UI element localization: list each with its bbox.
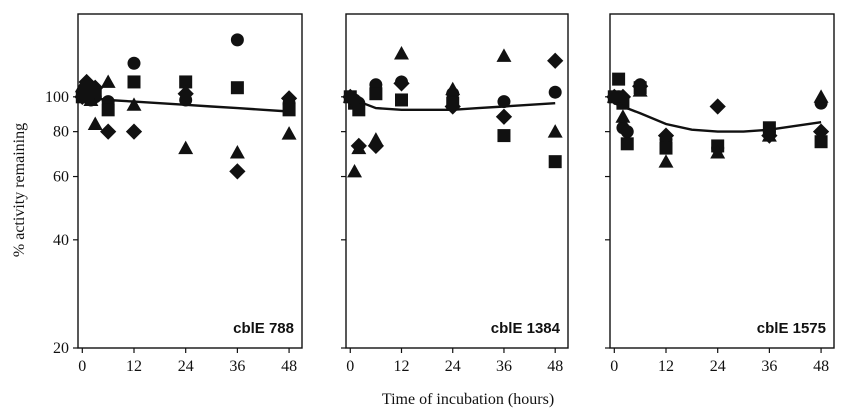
panel-label: cblE 1575 (757, 320, 826, 337)
square-point (101, 103, 115, 117)
triangle-point (126, 97, 142, 111)
x-tick-label: 12 (394, 358, 410, 375)
panel-label: cblE 1384 (491, 320, 561, 337)
triangle-point (178, 140, 194, 155)
x-tick-label: 48 (281, 358, 297, 375)
triangle-point (347, 163, 363, 178)
panel-frame (77, 13, 303, 349)
x-axis-title: Time of incubation (hours) (382, 391, 554, 408)
square-point (548, 155, 562, 169)
x-tick-label: 48 (547, 358, 563, 375)
diamond-point (125, 123, 143, 140)
square-point (497, 129, 511, 143)
square-point (179, 75, 193, 89)
x-tick-label: 36 (761, 358, 777, 375)
x-tick-label: 12 (658, 358, 674, 375)
triangle-point (615, 109, 631, 123)
diamond-point (547, 52, 564, 69)
y-tick-label: 40 (53, 232, 69, 249)
panel-2: 0 12 24 36 48 cblE 1384 (341, 13, 569, 375)
diamond-point (393, 75, 410, 92)
y-tick-label: 100 (45, 89, 69, 106)
triangle-point (710, 145, 726, 159)
x-tick-label: 0 (346, 358, 354, 375)
x-tick-label: 24 (710, 358, 726, 375)
diamond-point (495, 108, 513, 125)
y-tick-label: 60 (53, 169, 69, 186)
diamond-point (614, 88, 632, 105)
x-tick-label: 0 (78, 358, 86, 375)
y-tick-label: 20 (53, 340, 69, 357)
diamond-point (657, 127, 675, 144)
x-tick-label: 36 (496, 358, 512, 375)
triangle-point (394, 46, 409, 60)
diamond-point (346, 91, 363, 109)
triangle-point (87, 116, 103, 131)
y-tick-label: 80 (53, 124, 69, 141)
diamond-point (709, 98, 726, 115)
y-axis-title: % activity remaining (11, 123, 28, 257)
x-tick-label: 48 (813, 358, 829, 375)
x-tick-label: 36 (229, 358, 245, 375)
diamond-point (229, 163, 246, 180)
diamond-point (444, 98, 461, 115)
panel-frame (609, 13, 835, 349)
triangle-point (100, 74, 116, 88)
diamond-point (632, 78, 649, 95)
triangle-point (445, 81, 461, 96)
triangle-point (496, 48, 512, 62)
square-point (282, 103, 296, 117)
square-point (620, 137, 634, 151)
triangle-point (281, 126, 297, 140)
diamond-point (100, 123, 117, 140)
panel-frame (345, 13, 569, 349)
square-point (659, 141, 673, 155)
square-point (814, 135, 828, 149)
diamond-point (606, 88, 623, 105)
square-point (230, 81, 244, 95)
panel-3: 0 12 24 36 48 cblE 1575 (605, 13, 835, 375)
square-point (369, 87, 383, 101)
square-point (127, 75, 141, 89)
circle-point (620, 125, 634, 139)
diamond-point (280, 90, 298, 107)
triangle-point (547, 124, 563, 138)
diamond-point (367, 137, 385, 155)
square-point (612, 72, 626, 86)
circle-point (230, 33, 244, 47)
diamond-point (87, 79, 104, 96)
triangle-point (229, 145, 245, 159)
circle-point (497, 95, 511, 109)
x-tick-label: 24 (178, 358, 194, 375)
x-tick-label: 24 (445, 358, 461, 375)
triangle-point (658, 154, 674, 168)
x-tick-label: 0 (610, 358, 618, 375)
square-point (395, 93, 408, 107)
panel-1: 0 12 24 36 48 20 40 60 80 100 cblE 788 (45, 13, 303, 375)
fit-line (349, 95, 556, 112)
circle-point (548, 85, 562, 99)
panel-label: cblE 788 (233, 320, 294, 337)
diamond-point (177, 85, 194, 102)
fit-line (613, 102, 822, 133)
diamond-point (761, 127, 778, 144)
circle-point (127, 56, 141, 70)
diamond-point (812, 123, 830, 140)
panels: 0 12 24 36 48 20 40 60 80 100 cblE 788 0 12 24 36 48 cbl… (45, 13, 835, 375)
x-tick-label: 12 (126, 358, 142, 375)
triangle-point (813, 89, 829, 103)
diamond-point (350, 137, 367, 155)
